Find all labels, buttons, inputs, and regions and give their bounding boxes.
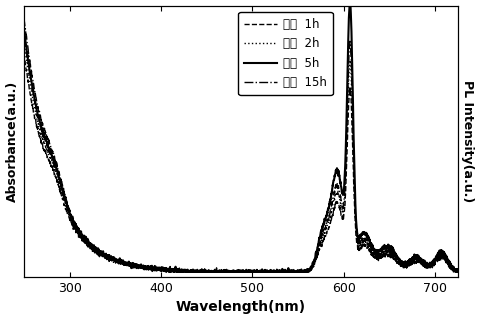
甲醇  2h [363, 240, 369, 244]
甲醇  1h [455, 269, 461, 273]
甲醇  15h [176, 270, 182, 274]
Y-axis label: Absorbance(a.u.): Absorbance(a.u.) [6, 81, 19, 202]
甲醇  1h [442, 257, 448, 261]
甲醇  5h [163, 270, 169, 274]
甲醇  5h [43, 139, 49, 143]
甲醇  1h [363, 244, 369, 248]
甲醇  2h [442, 255, 448, 259]
甲醇  1h [221, 270, 227, 274]
甲醇  15h [363, 238, 369, 242]
甲醇  5h [347, 0, 353, 4]
甲醇  2h [221, 270, 227, 274]
甲醇  15h [443, 257, 448, 260]
甲醇  1h [443, 259, 448, 263]
甲醇  15h [21, 15, 27, 19]
X-axis label: Wavelength(nm): Wavelength(nm) [176, 300, 306, 315]
甲醇  1h [43, 153, 49, 157]
甲醇  15h [232, 269, 238, 273]
甲醇  1h [232, 270, 238, 274]
Line: 甲醇  1h: 甲醇 1h [24, 53, 458, 272]
Y-axis label: PL Intensity(a.u.): PL Intensity(a.u.) [461, 80, 474, 203]
甲醇  5h [443, 253, 448, 257]
甲醇  15h [455, 269, 461, 273]
甲醇  5h [21, 28, 27, 32]
甲醇  15h [221, 270, 227, 274]
甲醇  1h [21, 51, 27, 55]
甲醇  5h [232, 269, 238, 273]
甲醇  15h [43, 132, 49, 136]
甲醇  2h [21, 40, 27, 44]
甲醇  5h [443, 253, 448, 257]
Line: 甲醇  5h: 甲醇 5h [24, 2, 458, 272]
Legend: 甲醇  1h, 甲醇  2h, 甲醇  5h, 甲醇  15h: 甲醇 1h, 甲醇 2h, 甲醇 5h, 甲醇 15h [238, 12, 333, 95]
Line: 甲醇  15h: 甲醇 15h [24, 17, 458, 272]
甲醇  5h [455, 268, 461, 272]
甲醇  5h [221, 269, 227, 273]
Line: 甲醇  2h: 甲醇 2h [24, 42, 458, 272]
甲醇  2h [166, 270, 171, 274]
甲醇  2h [455, 268, 461, 272]
甲醇  5h [363, 231, 369, 235]
甲醇  15h [442, 256, 448, 260]
甲醇  2h [232, 269, 238, 273]
甲醇  2h [443, 257, 448, 260]
甲醇  2h [43, 147, 49, 151]
甲醇  1h [166, 270, 172, 274]
